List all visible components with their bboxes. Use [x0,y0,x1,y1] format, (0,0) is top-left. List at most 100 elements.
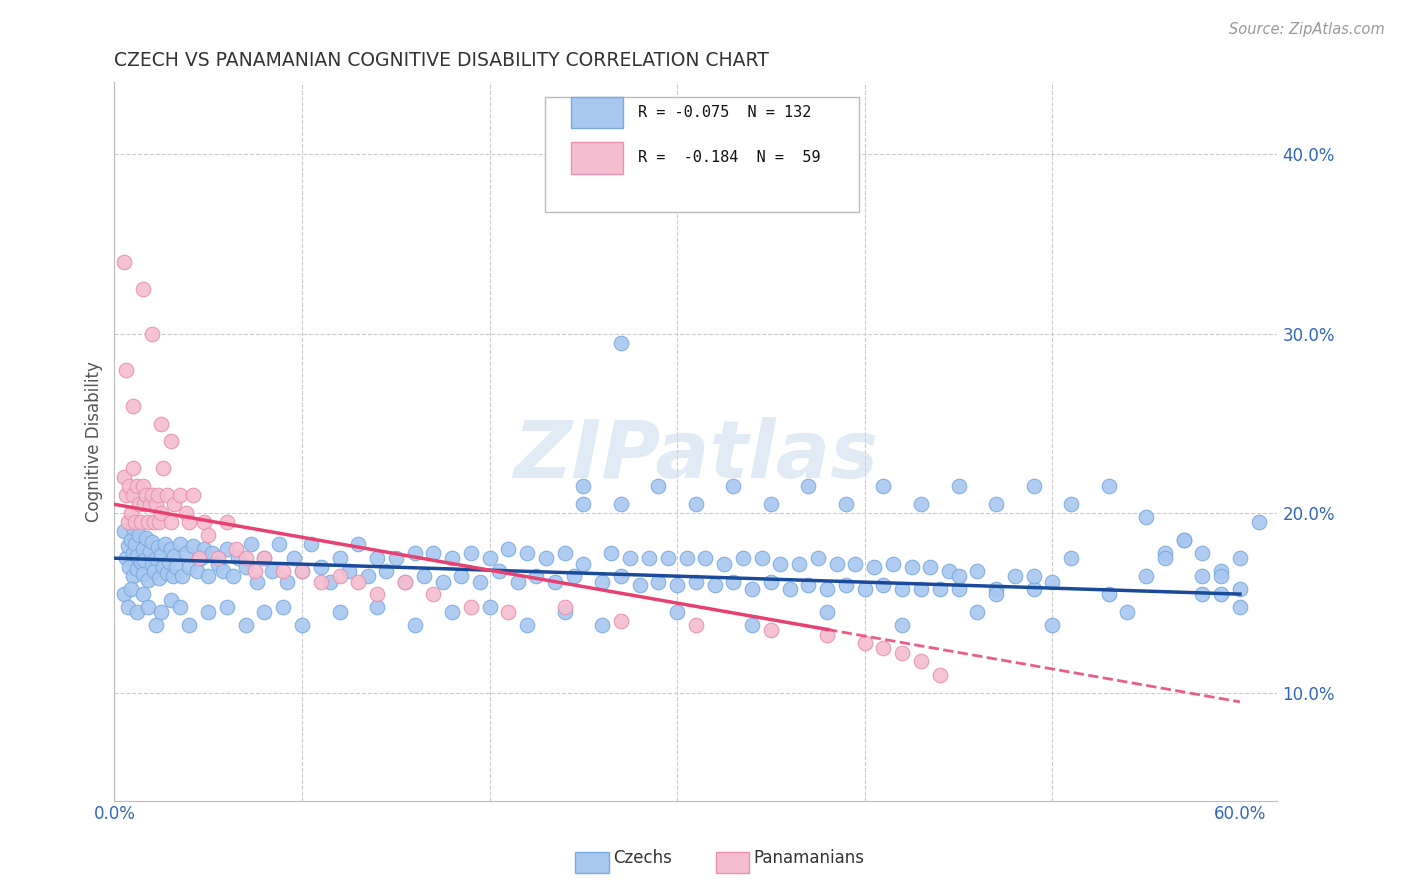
Point [685,574,707,589]
Point [441,551,464,566]
Point [394,574,416,589]
Point [253,605,276,619]
Point [125,562,148,576]
Point [150,605,173,619]
Point [221,569,243,583]
Point [141,488,163,502]
Point [122,569,145,583]
Point [1135,569,1157,583]
Point [422,587,444,601]
Point [150,506,173,520]
Point [432,574,454,589]
Point [125,479,148,493]
Point [120,506,142,520]
Y-axis label: Cognitive Disability: Cognitive Disability [86,361,103,522]
Point [882,557,904,571]
Point [145,497,167,511]
Point [112,587,135,601]
Point [356,569,378,583]
Point [1211,564,1233,578]
Point [207,551,229,566]
Point [1116,605,1139,619]
Point [984,497,1007,511]
Point [619,551,641,566]
Point [131,542,153,557]
Point [129,555,152,569]
Point [291,617,314,632]
Point [207,557,229,571]
Point [1211,569,1233,583]
Point [124,516,146,530]
Point [1004,569,1026,583]
Point [666,605,689,619]
Point [872,479,894,493]
Point [759,574,782,589]
Point [179,516,201,530]
Point [404,617,426,632]
Point [1211,587,1233,601]
Point [610,569,633,583]
Point [145,551,167,566]
Point [114,551,136,566]
Text: R =  -0.184  N =  59: R = -0.184 N = 59 [638,150,820,165]
Point [159,592,181,607]
Point [118,479,141,493]
Point [984,587,1007,601]
Point [815,582,838,596]
Point [1153,551,1175,566]
Point [910,654,932,668]
Point [741,617,763,632]
Text: Panamanians: Panamanians [754,849,865,867]
Point [122,521,145,535]
Point [910,582,932,596]
Point [235,617,257,632]
Point [685,617,707,632]
Point [797,578,820,592]
Point [246,574,269,589]
Point [159,542,181,557]
Point [723,479,745,493]
Point [131,479,153,493]
Point [731,551,754,566]
Point [1022,569,1045,583]
Point [190,551,212,566]
Point [572,557,595,571]
Point [122,461,145,475]
Point [1022,479,1045,493]
Point [891,582,914,596]
Point [948,582,970,596]
Point [128,528,150,542]
Point [163,497,186,511]
Point [114,362,136,376]
Point [125,549,148,564]
Point [193,516,215,530]
Point [384,551,406,566]
Point [235,560,257,574]
FancyBboxPatch shape [571,96,623,128]
Point [1040,574,1063,589]
Point [212,564,235,578]
Point [201,546,224,560]
Point [122,488,145,502]
Point [112,470,135,484]
Point [488,564,510,578]
Text: CZECH VS PANAMANIAN COGNITIVE DISABILITY CORRELATION CHART: CZECH VS PANAMANIAN COGNITIVE DISABILITY… [114,51,769,70]
Point [891,646,914,660]
Point [825,557,848,571]
Point [647,574,669,589]
Point [299,537,322,551]
Point [193,542,215,557]
Point [695,551,717,566]
Point [928,668,950,682]
Point [347,537,370,551]
Point [554,599,576,614]
Point [148,571,170,585]
Point [120,533,142,548]
Point [1191,587,1213,601]
Point [610,614,633,628]
Point [117,599,139,614]
Point [169,488,191,502]
Point [966,564,988,578]
Point [1229,582,1251,596]
Point [129,516,152,530]
